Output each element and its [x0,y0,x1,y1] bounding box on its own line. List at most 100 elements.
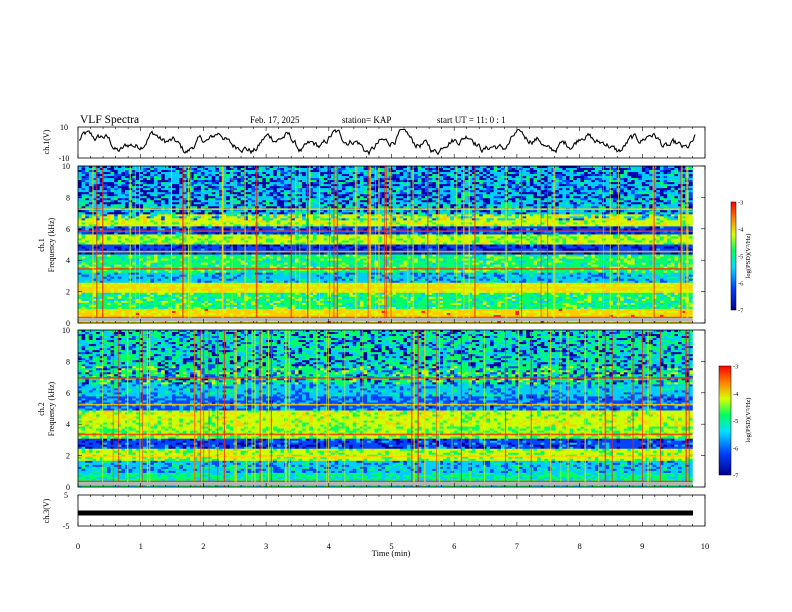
spectrogram-cell [443,202,447,205]
spectrogram-cell [150,218,155,221]
spectrogram-cell [468,170,473,173]
spectrogram-cell [500,190,505,193]
spectrogram-cell [594,176,599,179]
spectrogram-cell [374,202,379,205]
spectrogram-cell [164,198,169,201]
spectrogram-cell [226,200,231,203]
spectrogram-cell [385,210,390,213]
spectrogram-cell [403,218,408,221]
spectrogram-cell [537,198,541,201]
spectrogram-cell [359,166,364,169]
spectrogram-cell [179,176,184,179]
spectrogram-cell [215,182,220,185]
spectrogram-cell [334,184,339,187]
spectrogram-cell [475,190,480,193]
spectrogram-cell [385,176,390,179]
spectrogram-cell [323,212,328,215]
spectrogram-cell [602,196,607,199]
spectrogram-cell [179,178,184,181]
spectrogram-cell [247,200,252,203]
spectrogram-cell [247,214,252,217]
spectrogram-cell [114,184,119,187]
spectrogram-cell [208,220,213,223]
spectrogram-cell [475,220,480,223]
spectrogram-cell [598,184,603,187]
spectrogram-cell [464,210,469,213]
spectrogram-cell [432,192,437,195]
spectrogram-cell [620,168,625,171]
spectrogram-cell [139,194,144,197]
spectrogram-cell [594,216,599,219]
spectrogram-cell [197,192,202,195]
spectrogram-cell [363,176,368,179]
spectrogram-cell [240,210,245,213]
spectrogram-cell [580,194,585,197]
spectrogram-cell [280,222,285,225]
spectrogram-cell [124,218,129,221]
spectrogram-cell [475,222,480,225]
spectrogram-cell [638,206,643,209]
spectrogram-cell [605,198,610,201]
spectrogram-cell [359,200,364,203]
spectrogram-cell [302,220,307,223]
spectrogram-cell [656,182,661,185]
spectrogram-cell [547,168,552,171]
spectrogram-cell [392,202,397,205]
spectrogram-cell [500,212,505,215]
spectrogram-cell [594,180,599,183]
spectrogram-cell [490,220,494,223]
spectrogram-cell [175,190,180,193]
spectrogram-cell [78,204,82,207]
spectrogram-cell [175,174,180,177]
spectrogram-cell [620,184,625,187]
spectrogram-cell [453,166,458,169]
spectrogram-cell [518,210,523,213]
spectrogram-cell [461,178,466,181]
spectrogram-cell [258,166,263,169]
spectrogram-cell [237,188,241,191]
spectrogram-cell [421,206,426,209]
spectrogram-cell [334,168,339,171]
spectrogram-cell [363,216,368,219]
spectrogram-cell [638,192,643,195]
spectrogram-cell [135,166,140,169]
spectrogram-cell [421,170,426,173]
spectrogram-cell [663,216,668,219]
spectrogram-cell [475,210,480,213]
spectrogram-cell [331,216,335,219]
spectrogram-cell [153,178,158,181]
spectrogram-cell [190,182,194,185]
spectrogram-cell [464,216,469,219]
spectrogram-cell [500,172,505,175]
spectrogram-cell [146,168,151,171]
spectrogram-cell [356,172,361,175]
spectrogram-cell [179,170,184,173]
spectrogram-cell [526,206,531,209]
spectrogram-cell [399,222,404,225]
spectrogram-cell [103,200,108,203]
spectrogram-cell [667,206,672,209]
spectrogram-cell [85,192,90,195]
spectrogram-cell [200,200,205,203]
spectrogram-cell [555,170,560,173]
spectrogram-cell [576,168,581,171]
spectrogram-cell [475,170,480,173]
spectrogram-cell [562,188,567,191]
spectrogram-cell [247,218,252,221]
spectrogram-cell [309,202,314,205]
spectrogram-cell [218,212,223,215]
spectrogram-cell [117,188,122,191]
spectrogram-cell [450,186,455,189]
spectrogram-cell [218,204,223,207]
spectrogram-cell [638,194,643,197]
spectrogram-cell [663,172,668,175]
spectrogram-cell [674,174,679,177]
spectrogram-cell [508,200,513,203]
spectrogram-cell [598,174,603,177]
spectrogram-cell [294,170,299,173]
spectrogram-cell [150,178,155,181]
spectrogram-cell [168,218,173,221]
spectrogram-cell [309,168,314,171]
spectrogram-cell [106,168,111,171]
spectrogram-cell [164,184,169,187]
